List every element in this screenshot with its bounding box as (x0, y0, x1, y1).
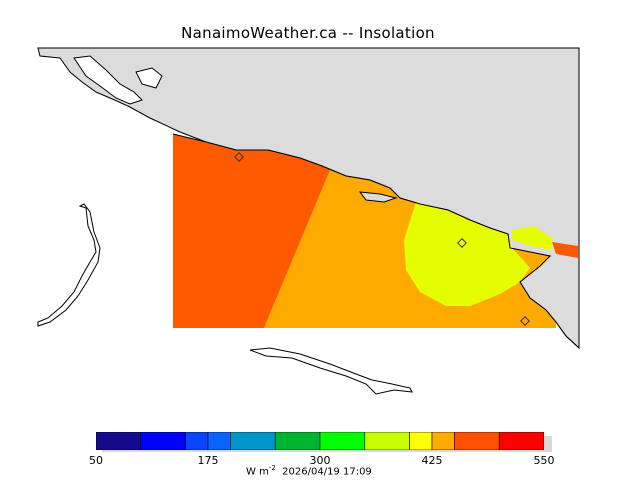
units-exponent: -2 (268, 464, 276, 472)
colorbar-swatch (207, 432, 231, 450)
colorbar-swatch (319, 432, 366, 450)
timestamp: 2026/04/19 17:09 (282, 466, 372, 478)
colorbar-swatch (140, 432, 186, 450)
island-small (135, 67, 163, 89)
south-island (249, 347, 413, 395)
coastline-islet (358, 191, 398, 203)
page-title: NanaimoWeather.ca -- Insolation (181, 24, 435, 42)
zone-yellow (404, 202, 530, 306)
colorbar-swatch (185, 432, 209, 450)
west-island (37, 203, 101, 327)
colorbar-swatch (431, 432, 455, 450)
colorbar-swatch (409, 432, 433, 450)
zone-yellow-east (512, 226, 552, 250)
colorbar-units: W m-2 2026/04/19 17:09 (246, 464, 372, 477)
colorbar-swatch (364, 432, 410, 450)
station-marker-north (234, 152, 244, 162)
units-main: W m (246, 466, 269, 478)
island-northwest (73, 55, 143, 105)
colorbar-swatch (230, 432, 276, 450)
colorbar-tick-label: 175 (197, 454, 219, 467)
zone-orange-red (173, 134, 330, 328)
station-marker-center (457, 238, 467, 248)
colorbar (96, 432, 544, 450)
colorbar-tick-label: 300 (309, 454, 331, 467)
colorbar-tick-label: 550 (533, 454, 555, 467)
colorbar-swatch (274, 432, 321, 450)
colorbar-swatch (454, 432, 500, 450)
colorbar-tick-label: 50 (89, 454, 103, 467)
colorbar-tick-label: 425 (421, 454, 443, 467)
zone-orange-east (552, 242, 578, 258)
colorbar-swatch (498, 432, 544, 450)
colorbar-swatch (96, 432, 142, 450)
coastline (172, 133, 580, 349)
station-marker-south (520, 316, 530, 326)
